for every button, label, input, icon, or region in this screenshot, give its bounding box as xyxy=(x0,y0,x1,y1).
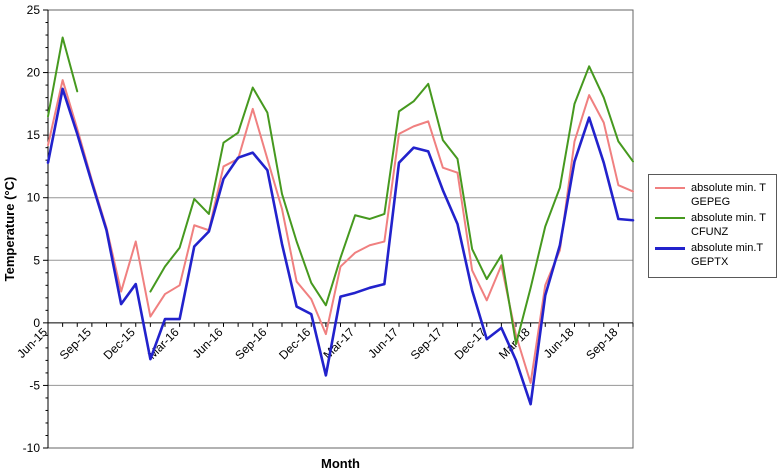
y-tick-label--5: -5 xyxy=(29,378,40,392)
gepeg-line-swatch xyxy=(655,187,685,189)
y-tick-label-20: 20 xyxy=(27,66,41,80)
legend-label-geptx: absolute min.T GEPTX xyxy=(691,241,763,269)
y-tick-label-0: 0 xyxy=(33,316,40,330)
geptx-line-swatch xyxy=(655,247,685,250)
y-tick-label-10: 10 xyxy=(27,191,41,205)
legend-item-gepeg: absolute min. T GEPEG xyxy=(655,181,772,209)
legend-geptx-line2: GEPTX xyxy=(691,256,729,268)
series-line-geptx xyxy=(46,87,635,406)
series-line-cfunz xyxy=(47,36,79,118)
y-axis-title: Temperature (°C) xyxy=(2,177,17,282)
series-line-gepeg xyxy=(47,79,634,384)
y-tick-label-25: 25 xyxy=(27,3,41,17)
cfunz-line-swatch xyxy=(655,217,685,219)
chart-legend: absolute min. T GEPEG absolute min. T CF… xyxy=(648,174,777,278)
legend-label-gepeg: absolute min. T GEPEG xyxy=(691,181,766,209)
y-tick-label--10: -10 xyxy=(23,441,41,455)
x-axis-title: Month xyxy=(321,456,360,471)
legend-item-geptx: absolute min.T GEPTX xyxy=(655,241,772,269)
legend-label-cfunz: absolute min. T CFUNZ xyxy=(691,211,766,239)
legend-gepeg-line2: GEPEG xyxy=(691,196,731,208)
legend-geptx-line1: absolute min.T xyxy=(691,242,764,254)
legend-gepeg-line1: absolute min. T xyxy=(691,182,767,194)
legend-cfunz-line2: CFUNZ xyxy=(691,226,729,238)
series-line-cfunz xyxy=(149,65,634,346)
legend-item-cfunz: absolute min. T CFUNZ xyxy=(655,211,772,239)
y-tick-label-5: 5 xyxy=(33,253,40,267)
legend-cfunz-line1: absolute min. T xyxy=(691,212,767,224)
y-tick-label-15: 15 xyxy=(27,128,41,142)
